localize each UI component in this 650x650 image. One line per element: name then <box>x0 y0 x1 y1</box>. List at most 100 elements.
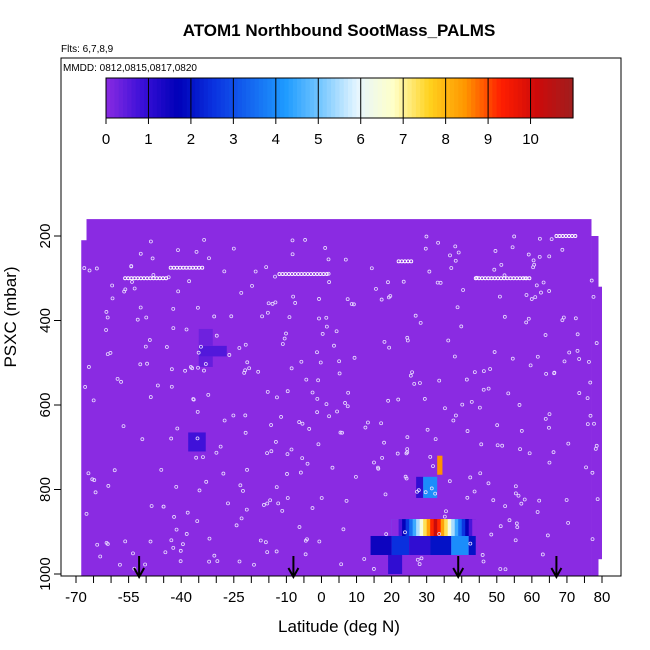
sample-point <box>334 329 339 334</box>
heatmap-cell <box>451 519 456 536</box>
sample-point <box>449 266 454 270</box>
sample-point <box>184 327 189 332</box>
sample-point <box>405 447 410 452</box>
sample-point <box>538 236 542 241</box>
sample-point <box>299 359 304 364</box>
colorbar-segment <box>513 78 519 118</box>
sample-point <box>243 368 248 373</box>
heatmap-cell <box>198 328 213 346</box>
sample-point <box>214 333 219 338</box>
sample-point <box>131 551 135 556</box>
heatmap-cell <box>433 519 438 536</box>
colorbar-segment <box>369 78 375 118</box>
sample-point <box>222 418 227 423</box>
sample-point <box>330 465 335 470</box>
sample-point <box>544 371 548 376</box>
sample-point <box>465 495 470 500</box>
colorbar-segment <box>556 78 561 118</box>
colorbar-segment <box>114 78 120 118</box>
sample-point <box>285 389 290 394</box>
sample-point <box>315 350 319 355</box>
sample-point <box>453 244 458 249</box>
heatmap-cell <box>388 554 403 574</box>
sample-point <box>379 297 384 302</box>
sample-point <box>435 280 440 285</box>
sample-point <box>326 257 331 262</box>
sample-point <box>324 324 329 329</box>
sample-point <box>138 251 143 256</box>
heatmap-cell <box>451 535 469 555</box>
flight-markers <box>133 556 563 580</box>
sample-point <box>507 518 512 523</box>
sample-point <box>132 286 137 291</box>
sample-point <box>196 350 201 355</box>
colorbar-segment <box>445 78 451 118</box>
sample-point <box>469 399 474 404</box>
sample-point <box>343 257 348 262</box>
colorbar-segment <box>288 78 294 118</box>
sample-point <box>187 279 191 284</box>
sample-point <box>410 370 414 375</box>
sample-point <box>95 542 100 547</box>
sample-point <box>256 369 261 374</box>
sample-point <box>433 437 438 442</box>
sample-point <box>276 501 281 506</box>
sample-point <box>516 493 521 498</box>
colorbar-tick-label: 1 <box>144 131 152 148</box>
sample-point <box>382 440 386 445</box>
colorbar-segment <box>258 78 264 118</box>
sample-point <box>588 380 593 385</box>
sample-point <box>446 338 451 343</box>
sample-point <box>349 302 354 306</box>
heatmap-cell <box>444 519 449 536</box>
heatmap-cell <box>447 519 452 536</box>
sample-point <box>547 412 552 417</box>
sample-point <box>388 294 393 298</box>
colorbar-segment <box>297 78 302 118</box>
colorbar-segment <box>373 78 379 118</box>
sample-point <box>472 489 477 494</box>
data-area <box>81 219 602 576</box>
sample-point <box>203 362 208 366</box>
flight-marker-arrowhead <box>287 567 300 580</box>
sample-point <box>172 515 176 519</box>
sample-point <box>237 346 242 350</box>
sample-point <box>564 498 569 502</box>
x-tick-label: 50 <box>488 589 505 606</box>
sample-point <box>495 443 500 448</box>
sample-point <box>147 338 152 342</box>
y-tick-label: 400 <box>37 308 54 333</box>
sample-point <box>243 430 248 435</box>
sample-point <box>298 470 303 475</box>
colorbar-segment <box>466 78 472 118</box>
sample-point <box>560 318 565 323</box>
sample-point <box>415 557 420 562</box>
background-field <box>598 286 602 560</box>
sample-point <box>188 365 193 369</box>
sample-point <box>199 344 203 349</box>
sample-point <box>528 363 533 368</box>
sample-point <box>427 269 432 274</box>
colorbar-segment <box>539 78 544 118</box>
sample-point <box>522 497 527 502</box>
colorbar-segment <box>127 78 133 118</box>
y-tick-label: 1000 <box>37 557 54 590</box>
sample-point <box>519 429 524 433</box>
heatmap-cell <box>465 519 470 536</box>
sample-point <box>453 258 458 263</box>
sample-point <box>174 527 179 532</box>
sample-point <box>531 258 536 263</box>
sample-point <box>456 250 461 255</box>
sample-point <box>408 373 413 378</box>
sample-point <box>524 293 529 297</box>
sample-point <box>123 539 128 544</box>
sample-point <box>273 274 277 279</box>
sample-point <box>231 413 236 418</box>
colorbar-tick-label: 9 <box>484 131 492 148</box>
heatmap-cell <box>430 519 435 536</box>
sample-point <box>380 455 384 460</box>
sample-point <box>207 559 211 564</box>
sample-point <box>498 294 502 299</box>
sample-point <box>562 359 567 364</box>
sample-point <box>241 488 245 493</box>
